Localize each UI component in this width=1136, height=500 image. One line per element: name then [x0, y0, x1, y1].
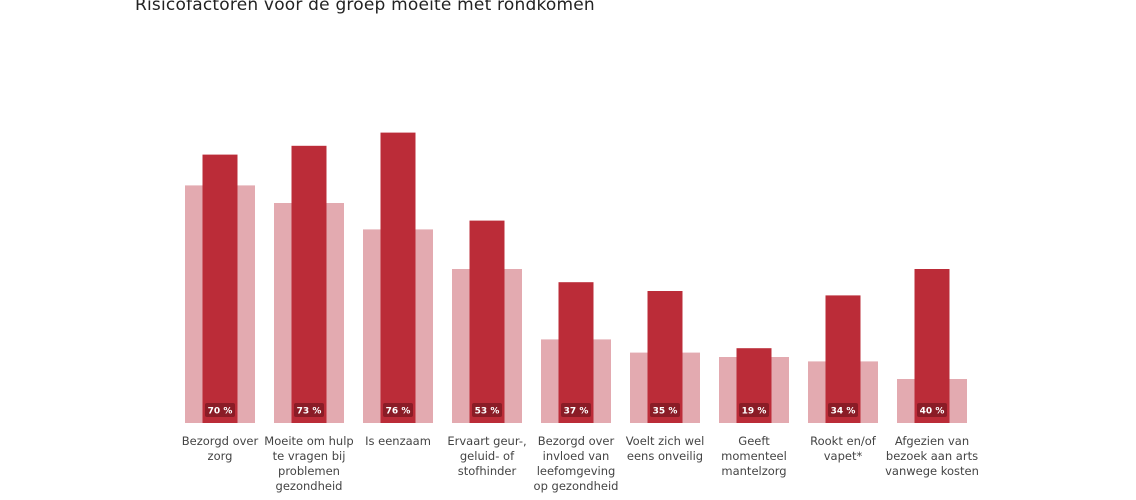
- bar-dark-4: [558, 282, 594, 423]
- category-label-4: Bezorgd over invloed van leefomgeving op…: [533, 434, 619, 493]
- value-label-4: 37 %: [564, 407, 589, 417]
- bar-dark-3: [469, 220, 505, 423]
- category-label-5: Voelt zich wel eens onveilig: [625, 434, 705, 463]
- value-label-8: 40 %: [920, 407, 945, 417]
- bar-dark-8: [914, 269, 950, 423]
- category-label-7: Rookt en/of vapet*: [810, 434, 876, 463]
- category-label-0: Bezorgd over zorg: [181, 434, 259, 463]
- bar-dark-0: [202, 154, 238, 423]
- value-badge-6: [739, 403, 769, 417]
- value-label-6: 19 %: [742, 407, 767, 417]
- value-badge-5: [650, 403, 680, 417]
- bar-dark-1: [291, 145, 327, 424]
- category-label-1: Moeite om hulp te vragen bij problemen g…: [264, 434, 354, 493]
- value-label-3: 53 %: [475, 407, 500, 417]
- value-badge-4: [561, 403, 591, 417]
- category-label-6: Geeft momenteel mantelzorg: [721, 434, 787, 478]
- value-label-2: 76 %: [386, 407, 411, 417]
- value-badge-8: [917, 403, 947, 417]
- category-label-3: Ervaart geur-, geluid- of stofhinder: [447, 434, 527, 478]
- value-label-1: 73 %: [297, 407, 322, 417]
- bar-dark-2: [380, 132, 416, 423]
- value-badge-1: [294, 403, 324, 417]
- category-label-8: Afgezien van bezoek aan arts vanwege kos…: [885, 434, 979, 478]
- value-label-0: 70 %: [208, 407, 233, 417]
- value-badge-3: [472, 403, 502, 417]
- value-badge-0: [205, 403, 235, 417]
- bar-dark-5: [647, 291, 683, 423]
- chart-title: Risicofactoren voor de groep moeite met …: [135, 0, 595, 15]
- value-badge-7: [828, 403, 858, 417]
- bar-dark-7: [825, 295, 861, 423]
- value-label-7: 34 %: [831, 407, 856, 417]
- value-label-5: 35 %: [653, 407, 678, 417]
- category-label-2: Is eenzaam: [365, 434, 431, 448]
- value-badge-2: [383, 403, 413, 417]
